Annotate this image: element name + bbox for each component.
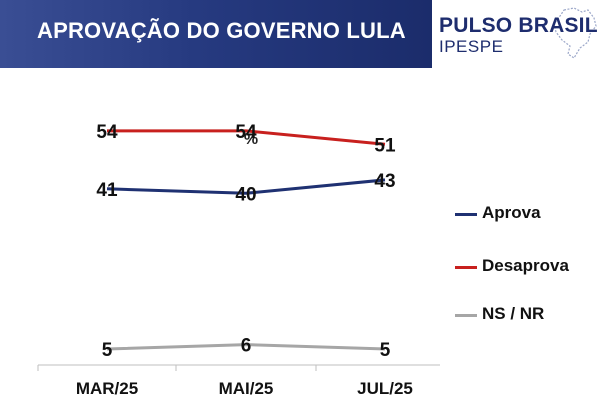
- brand-name: PULSO BRASIL: [439, 14, 598, 37]
- legend-item-ns-nr: NS / NR: [455, 304, 595, 326]
- x-tick-label: MAI/25: [219, 379, 274, 398]
- unit-label: %: [244, 131, 258, 148]
- legend-label: NS / NR: [482, 304, 545, 323]
- legend-item-aprova: Aprova: [455, 203, 595, 225]
- legend-item-desaprova: Desaprova: [455, 256, 595, 278]
- data-label: 51: [374, 135, 396, 156]
- series-line-ns-nr: [106, 343, 386, 351]
- series-line-aprova: [106, 178, 386, 195]
- legend-swatch: [455, 213, 477, 216]
- data-label: 40: [235, 184, 256, 205]
- data-label: 54: [235, 122, 257, 143]
- line-chart: % 41 40 43 54 54 51 5 6 5 MAR/25 MAI/25 JUL/25: [37, 122, 440, 398]
- x-tick-label: JUL/25: [357, 379, 413, 398]
- brand-subname: IPESPE: [439, 37, 504, 56]
- data-label: 43: [374, 171, 395, 192]
- page-title: APROVAÇÃO DO GOVERNO LULA: [37, 18, 406, 43]
- series-line-desaprova: [107, 129, 386, 146]
- data-label: 41: [96, 180, 118, 201]
- data-label: 5: [380, 340, 391, 361]
- header-banner: APROVAÇÃO DO GOVERNO LULA: [0, 0, 432, 68]
- data-label: 54: [96, 122, 118, 143]
- x-tick-label: MAR/25: [76, 379, 138, 398]
- legend-swatch: [455, 266, 477, 269]
- data-label: 6: [241, 336, 252, 357]
- brand-logo: PULSO BRASIL IPESPE: [432, 0, 600, 68]
- legend-label: Desaprova: [482, 256, 569, 275]
- legend-label: Aprova: [482, 203, 541, 222]
- brazil-map-icon: [553, 7, 597, 59]
- data-label: 5: [102, 340, 113, 361]
- legend-swatch: [455, 314, 477, 317]
